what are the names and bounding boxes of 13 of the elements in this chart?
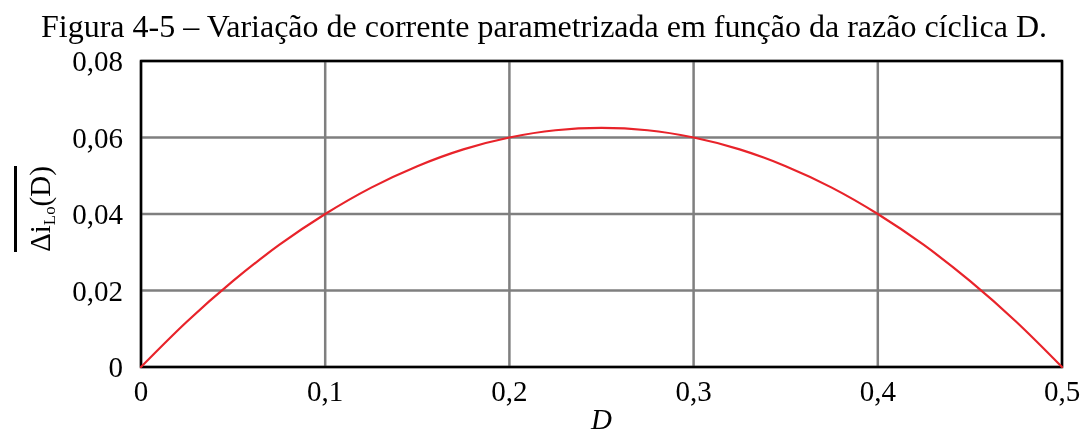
y-tick-label: 0,08: [72, 45, 123, 78]
y-tick-label: 0,04: [72, 198, 124, 231]
x-tick-label: 0,3: [675, 375, 712, 407]
y-tick-label: 0,02: [72, 274, 123, 307]
y-tick-label: 0,06: [72, 121, 123, 154]
x-tick-label: 0: [133, 375, 149, 407]
chart-title: Figura 4-5 – Variação de corrente parametrizada em função da razão cíclica D.: [41, 8, 1047, 44]
x-tick-label: 0,5: [1043, 375, 1081, 407]
x-tick-label: 0,1: [307, 375, 344, 407]
x-axis-title: D: [590, 403, 613, 433]
x-tick-label: 0,2: [491, 375, 528, 407]
y-tick-label: 0: [108, 351, 123, 384]
x-tick-label: 0,4: [859, 375, 897, 407]
